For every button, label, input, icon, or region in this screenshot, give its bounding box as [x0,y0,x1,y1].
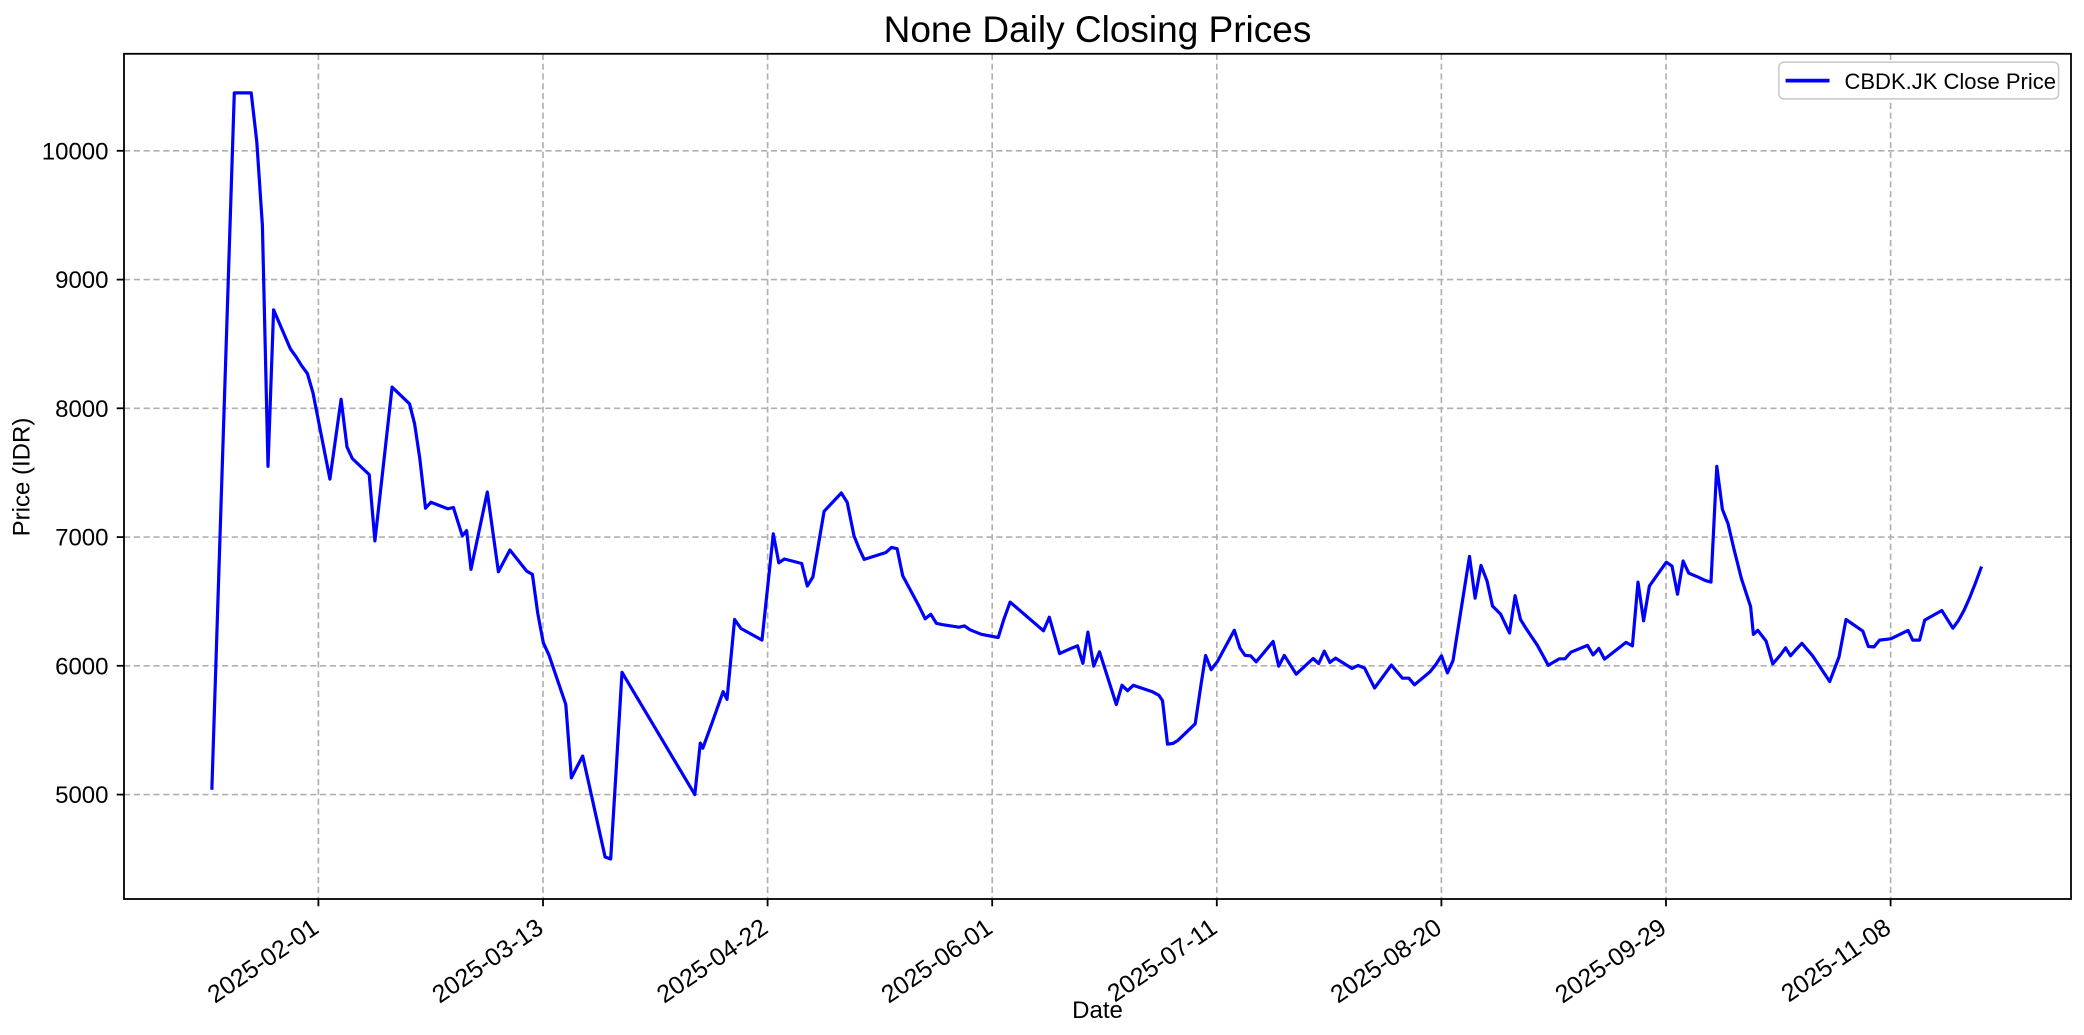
svg-text:CBDK.JK Close Price: CBDK.JK Close Price [1845,69,2057,94]
svg-text:Price (IDR): Price (IDR) [9,418,36,537]
svg-text:8000: 8000 [55,396,108,423]
svg-text:7000: 7000 [55,525,108,552]
svg-text:9000: 9000 [55,267,108,294]
svg-text:None Daily Closing Prices: None Daily Closing Prices [884,9,1312,50]
svg-text:5000: 5000 [55,782,108,809]
svg-text:10000: 10000 [42,138,109,165]
svg-text:6000: 6000 [55,653,108,680]
svg-text:Date: Date [1072,997,1123,1024]
